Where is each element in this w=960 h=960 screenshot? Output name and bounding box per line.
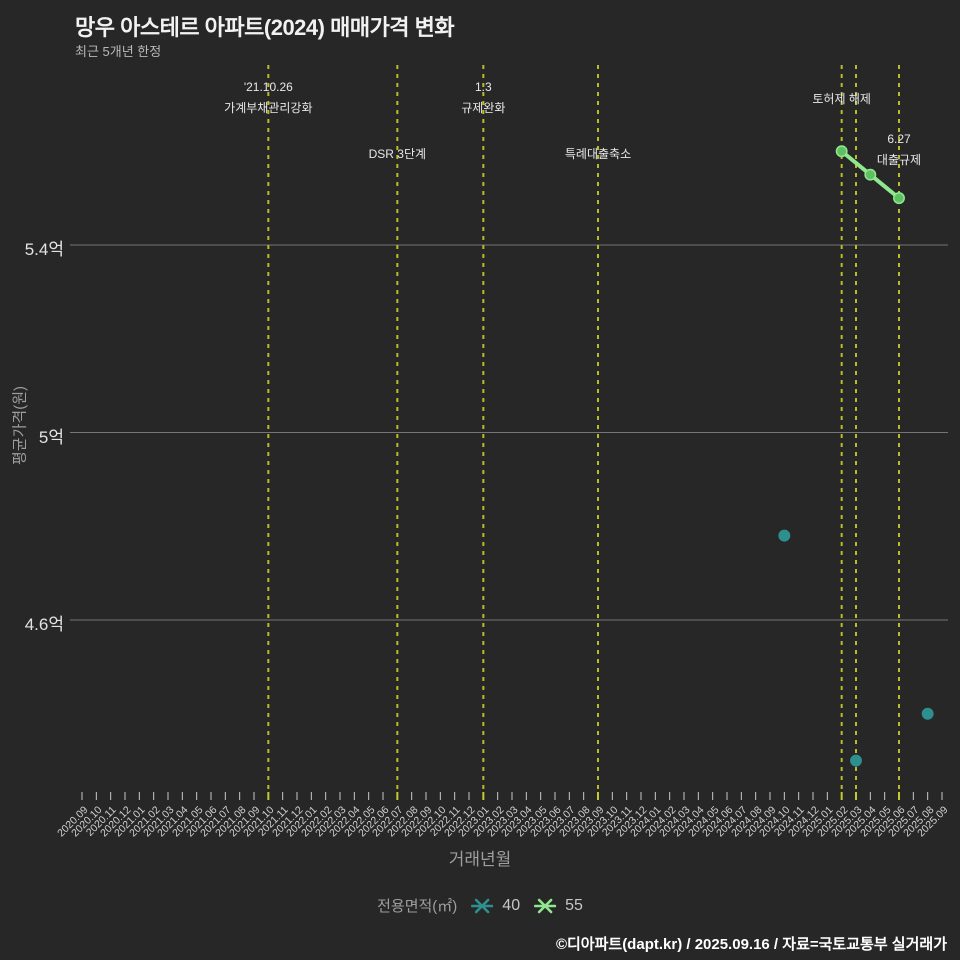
legend-entry-label: 55: [565, 896, 583, 914]
series-55-marker-icon: [534, 898, 557, 913]
data-point-55[interactable]: [893, 192, 905, 205]
series-40-marker-icon: [471, 898, 494, 913]
data-point-40[interactable]: [921, 707, 934, 720]
legend: 전용면적(㎡) 40 55: [377, 895, 583, 916]
legend-entry-40[interactable]: 40: [471, 897, 520, 915]
y-axis-title: 평균가격(원): [11, 386, 29, 465]
legend-title: 전용면적(㎡): [377, 898, 458, 915]
data-point-55[interactable]: [835, 145, 848, 158]
copyright-footer: ©디아파트(dapt.kr) / 2025.09.16 / 자료=국토교통부 실…: [555, 936, 947, 953]
chart-subtitle: 최근 5개년 한정: [75, 44, 162, 59]
legend-entry-label: 40: [502, 896, 521, 914]
chart-title: 망우 아스테르 아파트(2024) 매매가격 변화: [75, 15, 455, 40]
data-point-40[interactable]: [778, 529, 791, 542]
legend-entry-55[interactable]: 55: [534, 897, 583, 915]
x-axis-title: 거래년월: [448, 850, 512, 869]
data-point-40[interactable]: [850, 754, 862, 767]
data-point-55[interactable]: [864, 168, 877, 181]
